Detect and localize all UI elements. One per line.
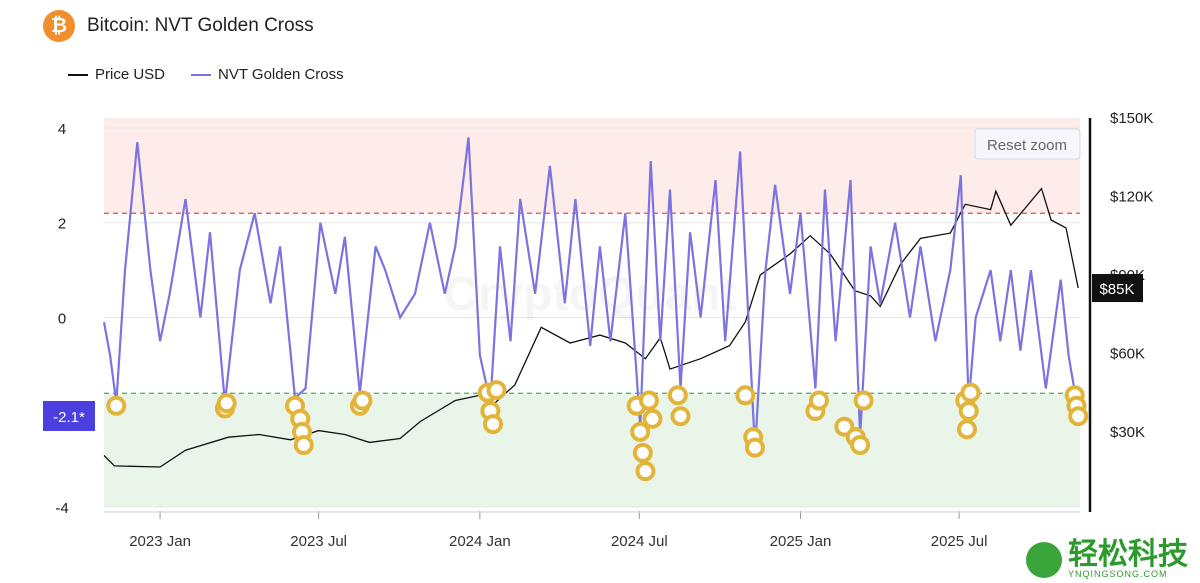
golden-cross-marker: [958, 400, 979, 421]
x-tick-label: 2025 Jan: [770, 533, 832, 550]
right-tick-label: $120K: [1110, 188, 1153, 205]
current-nvt-value: -2.1*: [53, 409, 85, 426]
golden-cross-marker: [293, 435, 314, 456]
left-tick-label: 2: [58, 216, 66, 233]
reset-zoom-button[interactable]: [974, 128, 1081, 160]
legend: Price USD NVT Golden Cross: [68, 66, 344, 83]
golden-cross-marker: [960, 382, 981, 403]
golden-cross-marker: [486, 380, 507, 401]
left-tick-label: 4: [58, 121, 66, 138]
watermark: CryptoQuant: [443, 268, 736, 321]
chart-title: Bitcoin: NVT Golden Cross: [87, 15, 314, 36]
logo-text: 轻松科技: [1068, 538, 1188, 571]
legend-item-nvt[interactable]: NVT Golden Cross: [191, 66, 344, 83]
overheated-zone: [104, 118, 1080, 214]
x-tick-label: 2024 Jan: [449, 533, 511, 550]
golden-cross-marker: [106, 395, 127, 416]
bitcoin-icon: ₿: [43, 10, 75, 42]
reset-zoom-label[interactable]: Reset zoom: [987, 137, 1067, 154]
right-tick-label: $60K: [1110, 345, 1145, 362]
current-nvt-badge: [43, 400, 95, 431]
golden-cross-marker: [667, 385, 688, 406]
undervalued-zone: [104, 393, 1080, 507]
left-tick-label: -4: [55, 500, 68, 517]
current-price-value: $85K: [1099, 281, 1134, 298]
golden-cross-marker: [744, 437, 765, 458]
logo-icon: [1026, 542, 1062, 578]
current-price-badge: [1092, 274, 1143, 303]
x-tick-label: 2025 Jul: [931, 533, 988, 550]
site-logo: 轻松科技 YNQINGSONG.COM: [1026, 538, 1188, 579]
golden-cross-marker: [735, 385, 756, 406]
golden-cross-marker: [853, 390, 874, 411]
logo-sub: YNQINGSONG.COM: [1068, 569, 1168, 579]
golden-cross-marker: [216, 393, 237, 414]
golden-cross-marker: [850, 435, 871, 456]
x-tick-label: 2024 Jul: [611, 533, 668, 550]
golden-cross-marker: [632, 442, 653, 463]
golden-cross-marker: [956, 419, 977, 440]
legend-item-price[interactable]: Price USD: [68, 66, 165, 83]
nvt-line: [102, 137, 1080, 451]
legend-label: Price USD: [95, 66, 166, 83]
left-tick-label: 0: [58, 310, 66, 327]
golden-cross-marker: [352, 390, 373, 411]
right-tick-label: $30K: [1110, 424, 1145, 441]
x-tick-label: 2023 Jul: [290, 533, 347, 550]
golden-cross-marker: [630, 421, 651, 442]
golden-cross-marker: [1068, 406, 1089, 427]
legend-label: NVT Golden Cross: [218, 66, 344, 83]
golden-cross-marker: [808, 390, 829, 411]
golden-cross-marker: [638, 390, 659, 411]
golden-cross-marker: [642, 408, 663, 429]
golden-cross-marker: [670, 406, 691, 427]
golden-cross-marker: [635, 461, 656, 482]
chart-header: ₿ Bitcoin: NVT Golden Cross: [43, 10, 314, 42]
x-tick-label: 2023 Jan: [129, 533, 191, 550]
right-tick-label: $150K: [1110, 110, 1153, 127]
golden-cross-marker: [482, 414, 503, 435]
